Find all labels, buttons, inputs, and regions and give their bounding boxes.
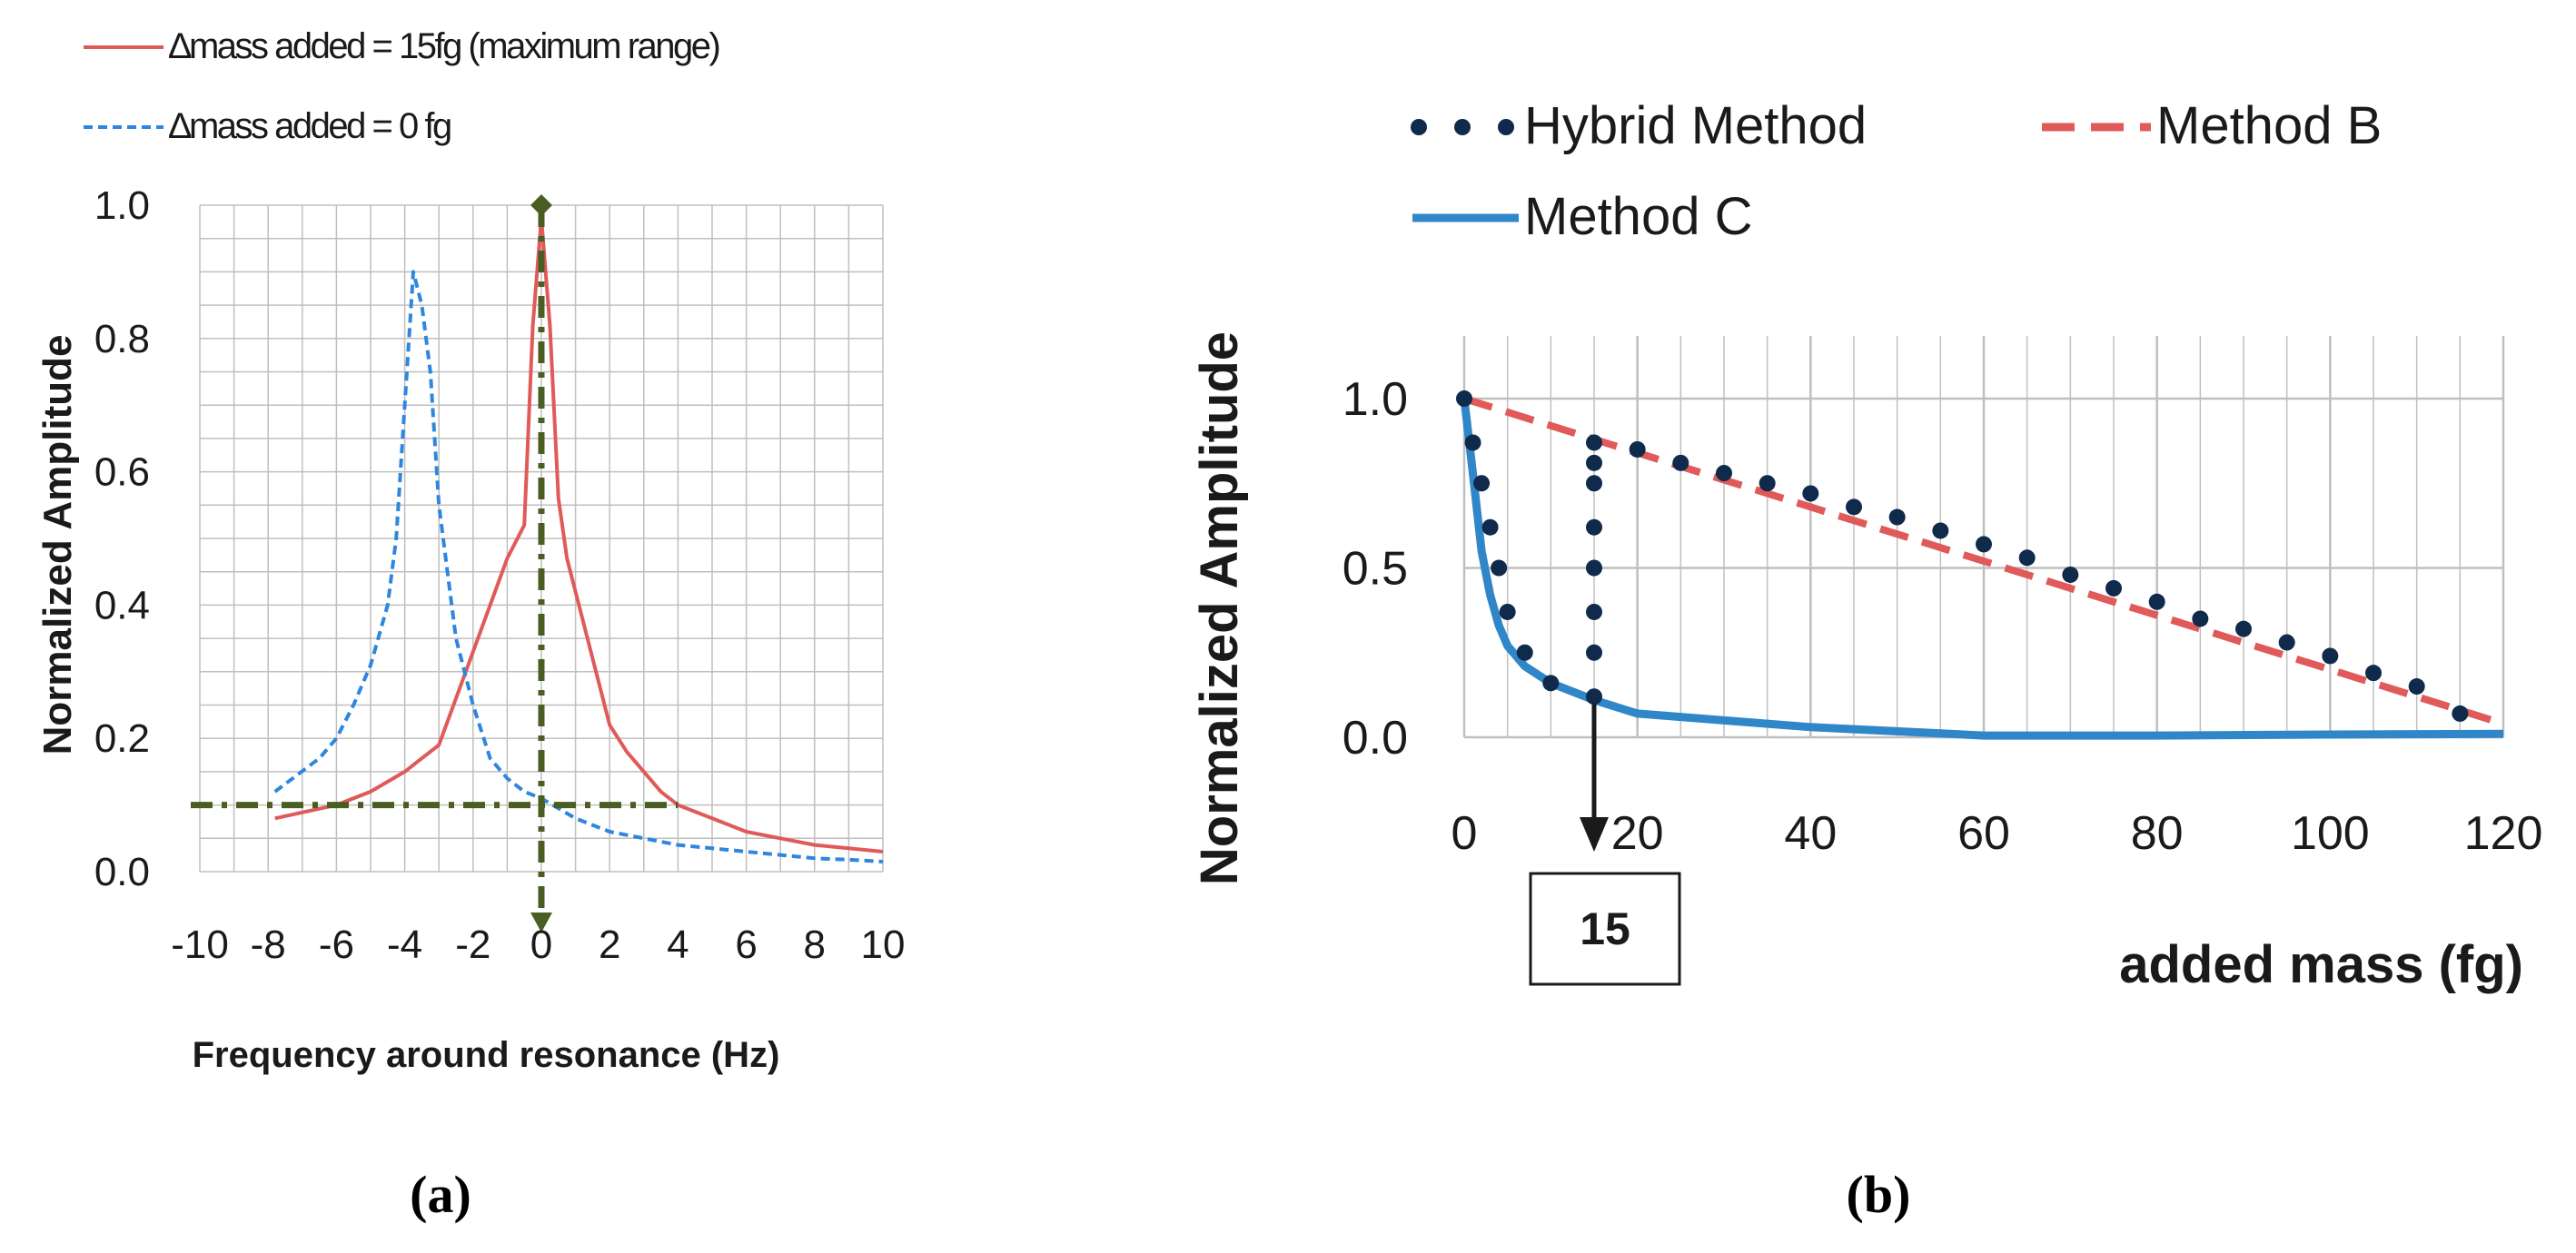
hybrid-method-point: [1516, 644, 1533, 661]
hybrid-method-point: [1629, 440, 1646, 458]
y-tick-label: 0.8: [94, 317, 150, 361]
x-tick-label: 40: [1784, 807, 1837, 860]
panel-b-x-axis-label: added mass (fg): [2119, 935, 2523, 994]
y-tick-label: 0.4: [94, 583, 150, 627]
panel-a-legend: ∆mass added = 15fg (maximum range) ∆mass…: [84, 26, 721, 146]
x-tick-label: 60: [1957, 807, 2010, 860]
hybrid-method-point: [1716, 465, 1732, 482]
hybrid-method-point: [2018, 549, 2036, 567]
hybrid-method-point: [1464, 434, 1481, 451]
series-line-method-c: [1460, 398, 2504, 740]
x-tick-label: 10: [861, 922, 906, 967]
x-tick-label: 100: [2291, 807, 2370, 860]
x-tick-label: 8: [804, 922, 826, 967]
x-tick-label: 0: [530, 922, 552, 967]
x-tick-label: -4: [387, 922, 422, 967]
hybrid-method-point: [1759, 475, 1776, 492]
hybrid-method-point: [1672, 454, 1689, 471]
y-tick-label: 0.0: [94, 850, 150, 894]
hybrid-method-point: [1499, 603, 1516, 620]
panel-a-y-axis-label: Normalized Amplitude: [35, 335, 80, 755]
legend-label-method-c: Method C: [1524, 187, 1752, 246]
panel-b-y-axis-label: Normalized Amplitude: [1190, 331, 1249, 885]
x-tick-label: 80: [2131, 807, 2184, 860]
annotation-label: 15: [1580, 903, 1630, 954]
x-tick-label: -8: [251, 922, 286, 967]
panel-a-x-axis-label: Frequency around resonance (Hz): [193, 1035, 780, 1075]
panel-b-annotation: 15: [1529, 872, 1681, 986]
hybrid-method-point: [1586, 603, 1602, 620]
panel-a-series: [191, 194, 884, 932]
hybrid-method-point: [2192, 610, 2209, 627]
hybrid-method-point: [2322, 647, 2339, 665]
hybrid-method-point: [2105, 579, 2122, 597]
hybrid-method-point: [1586, 454, 1602, 471]
y-tick-label: 0.6: [94, 450, 150, 495]
reference-marker-triangle: [530, 913, 552, 932]
x-tick-label: 120: [2464, 807, 2543, 860]
panel-b-label: (b): [1847, 1165, 1911, 1224]
y-tick-label: 1.0: [1342, 373, 1408, 426]
hybrid-method-point: [2278, 634, 2295, 651]
hybrid-method-point: [1586, 688, 1602, 705]
hybrid-method-point: [1586, 559, 1602, 577]
reference-marker-diamond: [530, 194, 552, 216]
x-tick-label: -10: [171, 922, 229, 967]
hybrid-method-point: [1586, 518, 1602, 536]
series-line-mass-added-0-fg: [273, 270, 884, 863]
hybrid-method-point: [1473, 475, 1491, 492]
hybrid-method-point: [1802, 485, 1819, 502]
hybrid-method-point: [1586, 475, 1602, 492]
hybrid-method-point: [2365, 665, 2382, 682]
x-tick-label: 2: [599, 922, 620, 967]
y-tick-label: 0.0: [1342, 712, 1408, 765]
hybrid-method-point: [1932, 522, 1949, 539]
legend-label-method-b: Method B: [2156, 96, 2382, 155]
hybrid-method-point: [2408, 678, 2425, 696]
legend-label-mass-15fg: ∆mass added = 15fg (maximum range): [169, 26, 719, 66]
legend-label-hybrid-method: Hybrid Method: [1524, 96, 1867, 155]
hybrid-method-point: [1481, 518, 1499, 536]
hybrid-method-point: [1888, 508, 1906, 526]
panel-b-ticks: 0 20 40 60 80 100 120 0.0 0.5 1.0: [1342, 373, 2543, 860]
legend-swatch-hybrid-method: [1411, 119, 1514, 135]
hybrid-method-point: [1846, 498, 1862, 516]
x-tick-label: -2: [455, 922, 490, 967]
hybrid-method-point: [1491, 559, 1508, 577]
panel-a: ∆mass added = 15fg (maximum range) ∆mass…: [35, 26, 905, 1224]
x-tick-label: 4: [667, 922, 689, 967]
x-tick-label: 0: [1451, 807, 1478, 860]
annotation-arrow-head: [1580, 817, 1609, 852]
y-tick-label: 1.0: [94, 183, 150, 228]
x-tick-label: 20: [1611, 807, 1664, 860]
hybrid-method-point: [1456, 390, 1472, 407]
hybrid-method-point: [1586, 644, 1602, 661]
hybrid-method-point: [2452, 705, 2469, 722]
panel-a-label: (a): [410, 1165, 471, 1224]
panel-b: Hybrid Method Method B Method C 0 20 40 60 8…: [1190, 96, 2542, 1224]
hybrid-method-point: [2148, 593, 2165, 610]
annotation-box: [1529, 872, 1681, 986]
hybrid-method-point: [1586, 434, 1602, 451]
hybrid-method-point: [2235, 620, 2252, 637]
hybrid-method-point: [2062, 566, 2079, 583]
x-tick-label: 6: [735, 922, 757, 967]
y-tick-label: 0.5: [1342, 543, 1408, 596]
x-tick-label: -6: [319, 922, 354, 967]
panel-b-series: [1456, 390, 2505, 852]
legend-label-mass-0fg: ∆mass added = 0 fg: [169, 106, 451, 146]
y-tick-label: 0.2: [94, 716, 150, 761]
hybrid-method-point: [1976, 536, 1992, 553]
series-line-mass-added-15fg-maximum-range: [274, 216, 884, 853]
panel-b-legend: Hybrid Method Method B Method C: [1411, 96, 2382, 246]
panel-a-ticks: -10 -8 -6 -4 -2 0 2 4 6 8 10 0.0 0.2 0.4 0.6 0.8 1.0: [94, 183, 906, 967]
hybrid-method-point: [1542, 675, 1560, 692]
